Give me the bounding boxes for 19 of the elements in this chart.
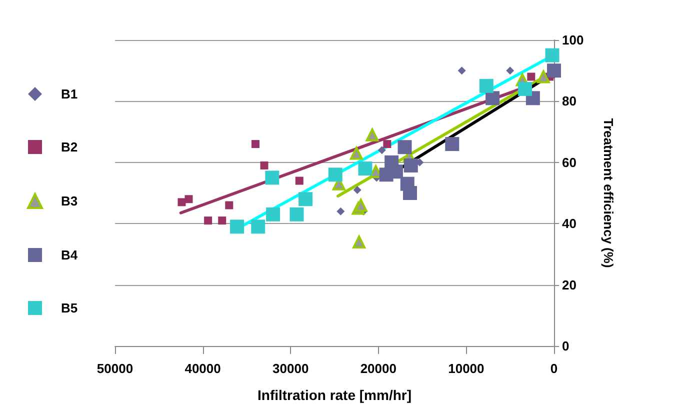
x-axis-title: Infiltration rate [mm/hr] [257, 387, 412, 403]
x-tick-label: 10000 [448, 361, 484, 376]
legend-label: B4 [61, 248, 78, 262]
legend-label: B1 [61, 86, 78, 102]
y-axis-title: Treatment efficiency (%) [601, 118, 616, 268]
y-tick-label: 80 [562, 94, 576, 109]
y-tick-label: 40 [562, 216, 576, 232]
y-tick-label: 0 [562, 338, 570, 354]
x-tick-label: 20000 [360, 361, 396, 376]
x-tick-label: 50000 [96, 361, 134, 376]
y-tick-label: 60 [562, 154, 576, 170]
y-tick-label: 100 [562, 32, 584, 48]
legend-label: B5 [61, 300, 78, 316]
x-tick-label: 0 [550, 361, 558, 376]
legend-label: B3 [61, 194, 78, 208]
legend-label: B2 [61, 140, 78, 154]
x-tick-label: 30000 [272, 361, 309, 376]
x-tick-label: 40000 [184, 361, 221, 376]
y-tick-label: 20 [562, 277, 576, 292]
